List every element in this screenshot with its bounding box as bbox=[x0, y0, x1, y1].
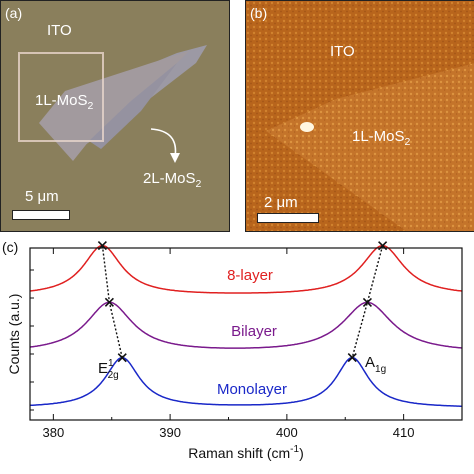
a1g-label: A1g bbox=[365, 354, 386, 375]
scalebar-a bbox=[12, 210, 70, 220]
bright-particle bbox=[300, 122, 314, 132]
scalebar-b-label: 2 μm bbox=[264, 194, 298, 211]
y-axis-label: Counts (a.u.) bbox=[6, 294, 22, 375]
panel-c-letter: (c) bbox=[2, 239, 18, 255]
a1g-trend-line bbox=[351, 245, 384, 358]
x-tick-label-400: 400 bbox=[276, 425, 298, 440]
curved-arrow bbox=[150, 128, 177, 158]
panel-a-optical-image: (a) ITO 1L-MoS2 2L-MoS2 5 μm bbox=[0, 0, 230, 232]
scalebar-a-label: 5 μm bbox=[25, 188, 59, 205]
x-tick-label-380: 380 bbox=[42, 425, 64, 440]
series-line-monolayer bbox=[30, 356, 462, 407]
peak-marker-monolayer-1 bbox=[347, 353, 357, 363]
bilayer-label: 2L-MoS2 bbox=[143, 170, 202, 190]
series-label-monolayer: Monolayer bbox=[217, 381, 287, 398]
series-line-bilayer bbox=[29, 301, 463, 349]
x-tick-label-390: 390 bbox=[159, 425, 181, 440]
mono-label: 1L-MoS2 bbox=[35, 92, 94, 112]
series-label-bilayer: Bilayer bbox=[231, 323, 277, 340]
mos2-flake-edge bbox=[89, 63, 177, 149]
x-tick-label-410: 410 bbox=[393, 425, 415, 440]
peak-marker-bilayer-1 bbox=[362, 297, 372, 307]
mos2-flake-monolayer bbox=[39, 51, 189, 161]
monolayer-region bbox=[266, 63, 474, 231]
scalebar-b bbox=[257, 213, 319, 223]
region-box bbox=[18, 52, 104, 142]
peak-marker-monolayer-0 bbox=[117, 353, 127, 363]
e2g-label: E1 2g bbox=[98, 358, 119, 381]
panel-a-letter: (a) bbox=[5, 5, 23, 21]
x-axis-label: Raman shift (cm-1) bbox=[188, 444, 304, 461]
raman-chart: 8-layer Bilayer Monolayer E1 2g A1g 380 390 400 4… bbox=[2, 239, 463, 461]
flake-drawing bbox=[18, 45, 207, 163]
panel-b-afm-image: (b) ITO 1L-MoS2 2 μm bbox=[245, 0, 474, 232]
mono-label-b: 1L-MoS2 bbox=[352, 128, 411, 148]
series-label-8-layer: 8-layer bbox=[227, 267, 273, 284]
ito-label: ITO bbox=[47, 22, 72, 39]
afm-drawing bbox=[246, 1, 474, 231]
peak-marker-bilayer-0 bbox=[104, 297, 114, 307]
plot-frame bbox=[29, 247, 463, 421]
ito-label-b: ITO bbox=[330, 43, 355, 60]
panel-b-letter: (b) bbox=[250, 5, 268, 21]
arrow-head bbox=[170, 153, 180, 163]
